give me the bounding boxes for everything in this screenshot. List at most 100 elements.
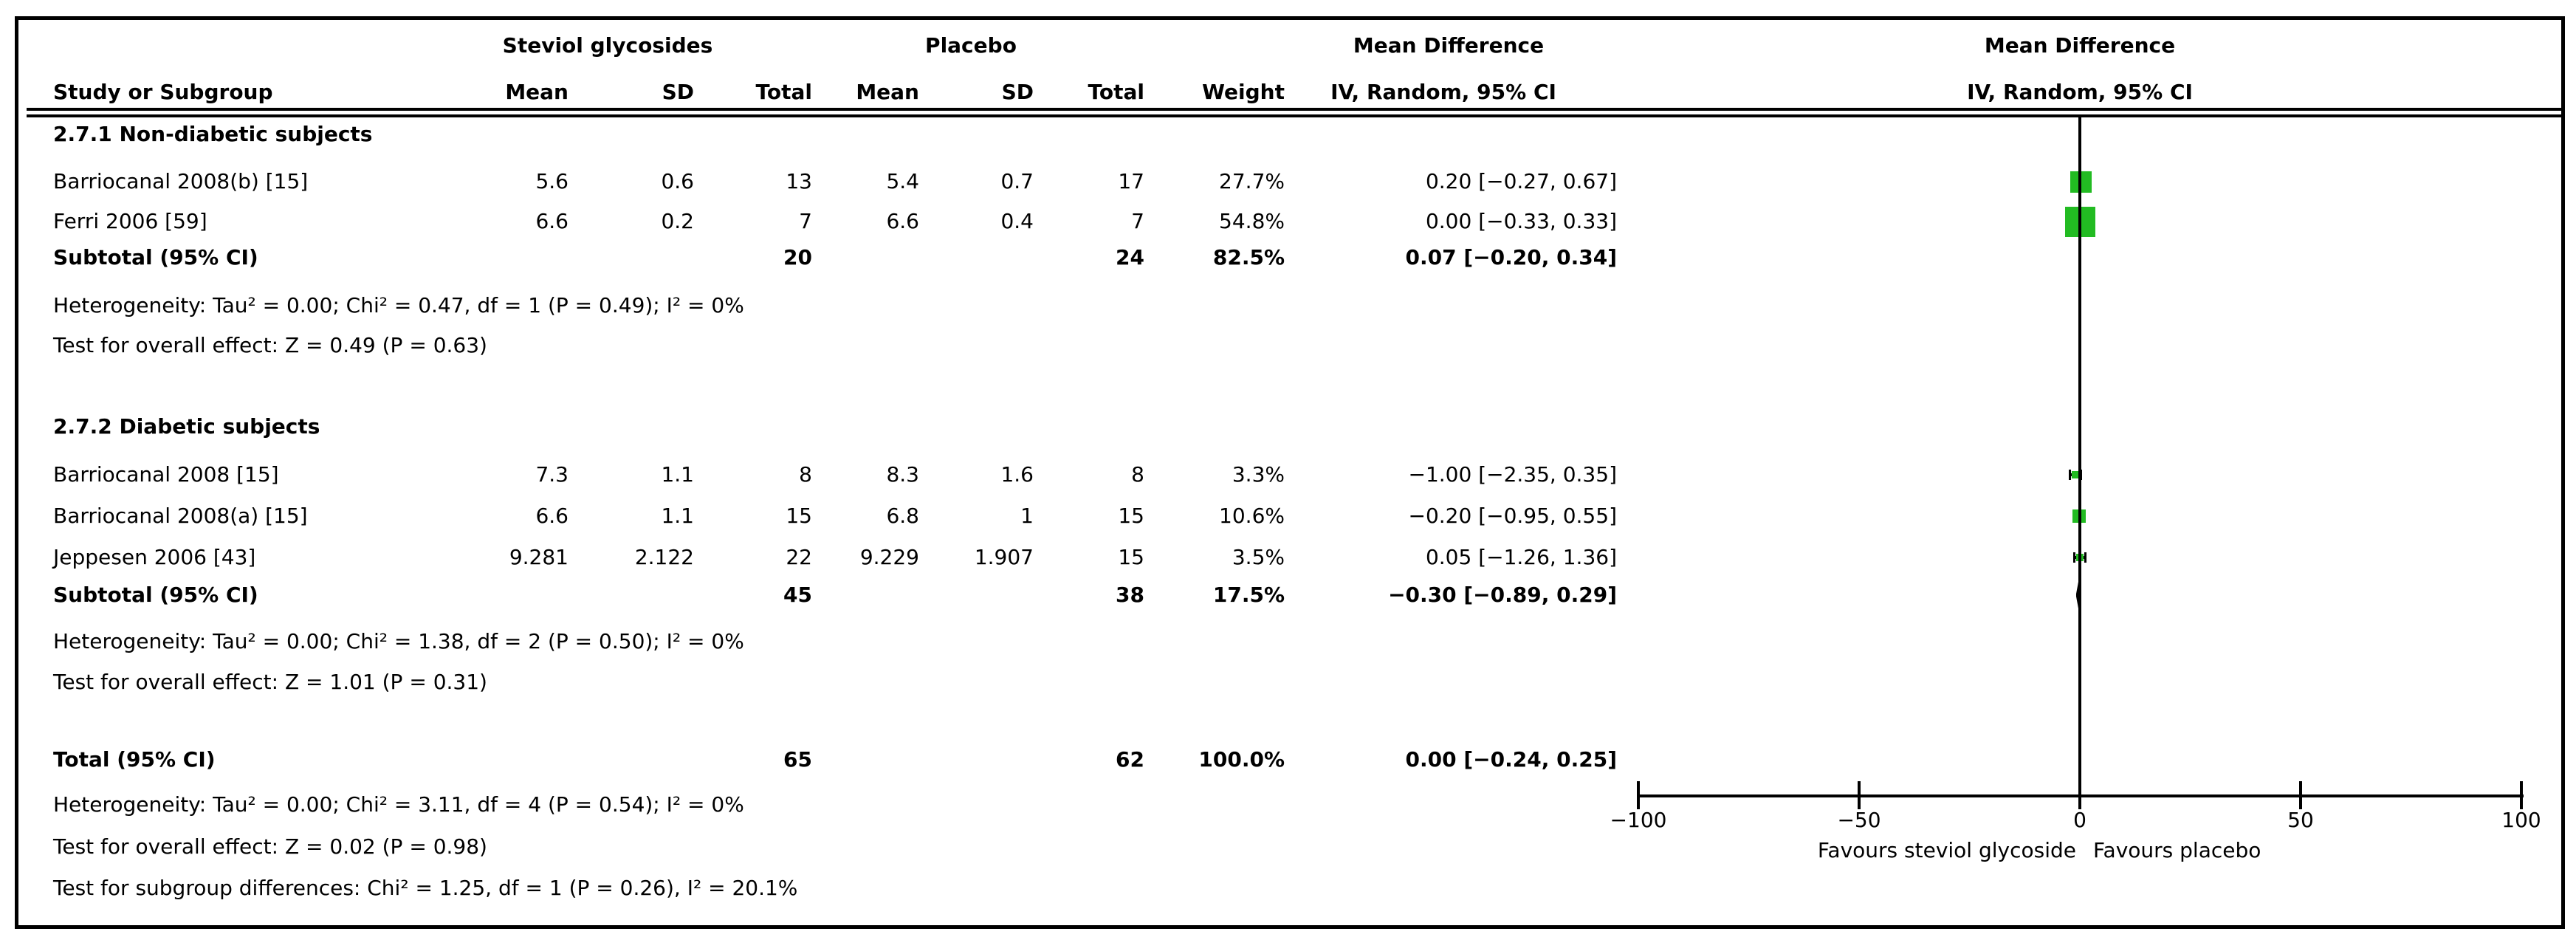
favours-left-label: Favours steviol glycoside — [1817, 838, 2076, 862]
table-header-mean-difference: Mean Difference — [1353, 33, 1545, 58]
pooled-n2-cell: 38 — [1116, 583, 1144, 607]
study-value-cell: 6.6 — [535, 504, 569, 528]
favours-right-label: Favours placebo — [2093, 838, 2261, 862]
study-value-cell: 6.8 — [886, 504, 919, 528]
subtotal-label: Subtotal (95% CI) — [53, 245, 258, 270]
study-label: Barriocanal 2008(b) [15] — [53, 169, 309, 193]
pooled-n1-cell: 20 — [783, 245, 812, 270]
study-value-cell: 15 — [1118, 504, 1144, 528]
column-header-method-table: IV, Random, 95% CI — [1330, 80, 1556, 104]
row-note: Test for overall effect: Z = 0.49 (P = 0… — [0, 329, 2576, 363]
axis-tick-label: −100 — [1610, 808, 1667, 832]
study-value-cell: 9.229 — [859, 545, 919, 569]
study-value-cell: 5.6 — [535, 169, 569, 193]
subtotal-label: Subtotal (95% CI) — [53, 583, 258, 607]
note-label: Test for overall effect: Z = 0.02 (P = 0… — [53, 834, 487, 859]
axis-tick-label: 50 — [2287, 808, 2314, 832]
study-value-cell: 0.7 — [1000, 169, 1034, 193]
column-header-method-plot: IV, Random, 95% CI — [1967, 80, 2193, 104]
study-value-cell: 10.6% — [1219, 504, 1285, 528]
study-value-cell: 7 — [1131, 209, 1144, 233]
row-subtotal: Subtotal (95% CI) 20 24 82.5% 0.07 [−0.20, 0… — [0, 241, 2576, 275]
row-note: Test for overall effect: Z = 0.02 (P = 0… — [0, 830, 2576, 864]
group-header-steviol: Steviol glycosides — [502, 33, 713, 58]
study-value-cell: 3.5% — [1232, 545, 1285, 569]
study-value-cell: −1.00 [−2.35, 0.35] — [1408, 462, 1617, 487]
study-value-cell: 27.7% — [1219, 169, 1285, 193]
total-label: Total (95% CI) — [53, 747, 216, 772]
pooled-diamond — [2075, 581, 2081, 609]
study-value-cell: 15 — [1118, 545, 1144, 569]
axis-tick — [2299, 781, 2302, 809]
row-heading: 2.7.1 Non-diabetic subjects — [0, 117, 2576, 151]
pooled-weight-cell: 100.0% — [1198, 747, 1285, 772]
column-header-mean-placebo: Mean — [856, 80, 919, 104]
note-label: Test for overall effect: Z = 1.01 (P = 0… — [53, 670, 487, 694]
study-value-cell: 2.122 — [634, 545, 694, 569]
row-heading: 2.7.2 Diabetic subjects — [0, 410, 2576, 444]
row-note: Heterogeneity: Tau² = 0.00; Chi² = 3.11,… — [0, 788, 2576, 822]
note-label: Heterogeneity: Tau² = 0.00; Chi² = 0.47,… — [53, 293, 744, 318]
column-header-weight: Weight — [1202, 80, 1285, 104]
study-value-cell: −0.20 [−0.95, 0.55] — [1408, 504, 1617, 528]
study-value-cell: 7.3 — [535, 462, 569, 487]
effect-square — [2072, 471, 2080, 478]
plot-header-mean-difference: Mean Difference — [1984, 33, 2176, 58]
row-note: Test for overall effect: Z = 1.01 (P = 0… — [0, 665, 2576, 699]
pooled-n2-cell: 24 — [1116, 245, 1144, 270]
study-label: Ferri 2006 [59] — [53, 209, 207, 233]
note-label: Test for overall effect: Z = 0.49 (P = 0… — [53, 333, 487, 357]
study-value-cell: 0.20 [−0.27, 0.67] — [1425, 169, 1617, 193]
axis-tick-label: −50 — [1837, 808, 1881, 832]
header-rule-top — [27, 108, 2562, 111]
pooled-n2-cell: 62 — [1116, 747, 1144, 772]
row-study: Jeppesen 2006 [43] 9.281 2.122 22 9.229 1.907… — [0, 540, 2576, 574]
note-label: Heterogeneity: Tau² = 0.00; Chi² = 3.11,… — [53, 792, 744, 817]
pooled-ci-cell: 0.00 [−0.24, 0.25] — [1405, 747, 1617, 772]
study-value-cell: 54.8% — [1219, 209, 1285, 233]
row-note: Heterogeneity: Tau² = 0.00; Chi² = 1.38,… — [0, 625, 2576, 659]
row-study: Barriocanal 2008 [15] 7.3 1.1 8 8.3 1.6 8 3.3% −… — [0, 458, 2576, 492]
axis-tick-label: 100 — [2501, 808, 2541, 832]
study-value-cell: 15 — [786, 504, 812, 528]
row-note: Heterogeneity: Tau² = 0.00; Chi² = 0.47,… — [0, 289, 2576, 323]
pooled-n1-cell: 45 — [783, 583, 812, 607]
study-value-cell: 1 — [1020, 504, 1034, 528]
study-value-cell: 1.907 — [974, 545, 1034, 569]
pooled-ci-cell: −0.30 [−0.89, 0.29] — [1388, 583, 1617, 607]
column-header-total-steviol: Total — [755, 80, 813, 104]
ci-endcap-left — [2073, 552, 2076, 563]
row-study: Barriocanal 2008(b) [15] 5.6 0.6 13 5.4 0.7 17… — [0, 165, 2576, 199]
pooled-n1-cell: 65 — [783, 747, 812, 772]
study-label: Barriocanal 2008 [15] — [53, 462, 279, 487]
row-total: Total (95% CI) 65 62 100.0% 0.00 [−0.24, 0.2… — [0, 743, 2576, 777]
study-value-cell: 13 — [786, 169, 812, 193]
study-value-cell: 1.6 — [1000, 462, 1034, 487]
study-value-cell: 6.6 — [886, 209, 919, 233]
study-value-cell: 0.05 [−1.26, 1.36] — [1425, 545, 1617, 569]
axis-tick — [1858, 781, 1861, 809]
pooled-diamond — [2078, 746, 2082, 774]
study-value-cell: 1.1 — [661, 504, 694, 528]
ci-endcap-right — [2084, 552, 2087, 563]
study-value-cell: 9.281 — [509, 545, 569, 569]
ci-endcap-left — [2068, 470, 2071, 480]
note-label: Heterogeneity: Tau² = 0.00; Chi² = 1.38,… — [53, 629, 744, 653]
heading-label: 2.7.1 Non-diabetic subjects — [53, 122, 373, 146]
row-study: Ferri 2006 [59] 6.6 0.2 7 6.6 0.4 7 54.8% 0.00 [… — [0, 205, 2576, 238]
study-value-cell: 6.6 — [535, 209, 569, 233]
column-header-mean-steviol: Mean — [505, 80, 569, 104]
study-value-cell: 8 — [1131, 462, 1144, 487]
study-value-cell: 5.4 — [886, 169, 919, 193]
group-header-placebo: Placebo — [925, 33, 1017, 58]
study-value-cell: 17 — [1118, 169, 1144, 193]
study-label: Jeppesen 2006 [43] — [53, 545, 256, 569]
study-value-cell: 0.6 — [661, 169, 694, 193]
study-value-cell: 8 — [799, 462, 812, 487]
study-value-cell: 7 — [799, 209, 812, 233]
study-value-cell: 0.00 [−0.33, 0.33] — [1425, 209, 1617, 233]
study-label: Barriocanal 2008(a) [15] — [53, 504, 308, 528]
study-value-cell: 1.1 — [661, 462, 694, 487]
pooled-weight-cell: 82.5% — [1212, 245, 1285, 270]
